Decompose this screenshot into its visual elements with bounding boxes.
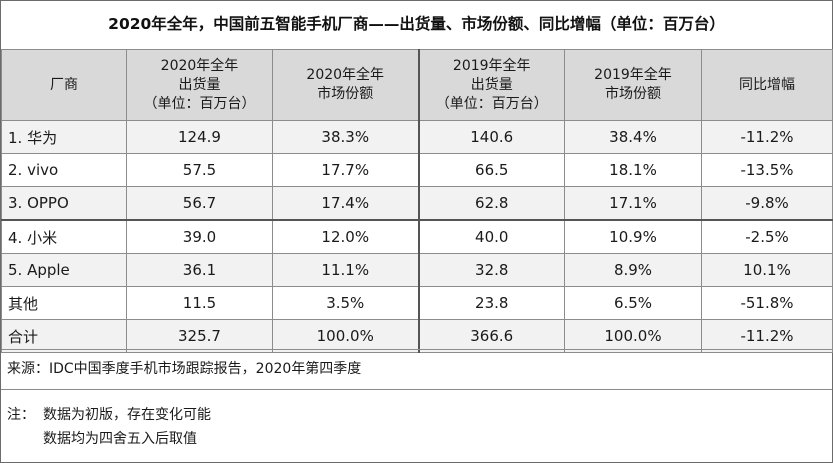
- header-share-2019: 2019年全年 市场份额: [564, 49, 702, 121]
- yoy-cell: -9.8%: [701, 186, 833, 221]
- yoy-cell: 10.1%: [701, 253, 833, 287]
- shipments-2019-cell: 66.5: [417, 153, 565, 187]
- table-row: 5. Apple 36.1 11.1% 32.8 8.9% 10.1%: [1, 253, 833, 287]
- table-row: 其他 11.5 3.5% 23.8 6.5% -51.8%: [1, 286, 833, 320]
- shipments-2020-cell: 124.9: [126, 120, 273, 154]
- header-line: 出货量: [178, 76, 221, 93]
- share-2020-cell: 38.3%: [272, 120, 419, 154]
- shipments-2019-cell: 23.8: [417, 286, 565, 320]
- header-line: 市场份额: [317, 86, 374, 102]
- notes-section: 注： 数据为初版，存在变化可能 数据均为四舍五入后取值: [1, 389, 832, 462]
- note-line: 注： 数据为初版，存在变化可能: [7, 404, 211, 424]
- shipments-2019-cell: 140.6: [417, 120, 565, 154]
- share-2019-cell: 38.4%: [564, 120, 702, 154]
- shipments-2020-cell: 36.1: [126, 253, 273, 287]
- share-2020-cell: 12.0%: [272, 219, 419, 254]
- header-yoy: 同比增幅: [701, 49, 833, 121]
- shipments-2019-cell: 40.0: [417, 219, 565, 254]
- share-2019-cell: 10.9%: [564, 219, 702, 254]
- vendor-cell: 5. Apple: [1, 253, 127, 287]
- vendor-cell: 2. vivo: [1, 153, 127, 187]
- source-note: 来源：IDC中国季度手机市场跟踪报告，2020年第四季度: [1, 349, 832, 389]
- header-line: 2020年全年: [160, 57, 239, 74]
- note-text: 数据为初版，存在变化可能: [43, 407, 211, 423]
- header-share-2020: 2020年全年 市场份额: [272, 49, 419, 121]
- share-2019-cell: 100.0%: [564, 319, 702, 353]
- header-line: 出货量: [470, 76, 513, 93]
- header-line: 市场份额: [605, 86, 661, 102]
- share-2019-cell: 6.5%: [564, 286, 702, 320]
- shipments-2019-cell: 62.8: [417, 186, 565, 221]
- vendor-cell: 合计: [1, 319, 127, 353]
- table-title: 2020年全年，中国前五智能手机厂商——出货量、市场份额、同比增幅（单位：百万台…: [108, 15, 725, 33]
- header-shipments-2019: 2019年全年 出货量 （单位：百万台）: [417, 49, 565, 121]
- yoy-cell: -13.5%: [701, 153, 833, 187]
- header-line: （单位：百万台）: [143, 95, 256, 112]
- shipments-2019-cell: 366.6: [417, 319, 565, 353]
- shipments-2020-cell: 56.7: [126, 186, 273, 221]
- header-line: 2019年全年: [452, 57, 531, 74]
- header-row: 厂商 2020年全年 出货量 （单位：百万台） 2020年全年 市场份额 201…: [1, 49, 833, 121]
- total-row: 合计 325.7 100.0% 366.6 100.0% -11.2%: [1, 319, 833, 353]
- table-row: 2. vivo 57.5 17.7% 66.5 18.1% -13.5%: [1, 153, 833, 187]
- vendor-cell: 4. 小米: [1, 219, 127, 254]
- shipments-2020-cell: 325.7: [126, 319, 273, 353]
- header-line: （单位：百万台）: [435, 95, 548, 112]
- share-2020-cell: 3.5%: [272, 286, 419, 320]
- share-2020-cell: 17.4%: [272, 186, 419, 221]
- note-prefix: 注：: [7, 407, 35, 423]
- share-2020-cell: 17.7%: [272, 153, 419, 187]
- shipments-2020-cell: 57.5: [126, 153, 273, 187]
- header-line: 同比增幅: [739, 76, 795, 93]
- header-vendor: 厂商: [1, 49, 127, 121]
- note-line: 数据均为四舍五入后取值: [43, 431, 197, 447]
- table-row: 1. 华为 124.9 38.3% 140.6 38.4% -11.2%: [1, 120, 833, 154]
- header-line: 厂商: [50, 76, 78, 93]
- yoy-cell: -11.2%: [701, 120, 833, 154]
- share-2019-cell: 8.9%: [564, 253, 702, 287]
- share-2020-cell: 100.0%: [272, 319, 419, 353]
- vendor-cell: 1. 华为: [1, 120, 127, 154]
- shipments-2019-cell: 32.8: [417, 253, 565, 287]
- share-2019-cell: 18.1%: [564, 153, 702, 187]
- table-row: 3. OPPO 56.7 17.4% 62.8 17.1% -9.8%: [1, 186, 833, 221]
- header-shipments-2020: 2020年全年 出货量 （单位：百万台）: [126, 49, 273, 121]
- share-2019-cell: 17.1%: [564, 186, 702, 221]
- vendor-cell: 其他: [1, 286, 127, 320]
- yoy-cell: -11.2%: [701, 319, 833, 353]
- header-line: 2019年全年: [594, 67, 672, 83]
- shipment-table: 厂商 2020年全年 出货量 （单位：百万台） 2020年全年 市场份额 201…: [1, 49, 833, 353]
- yoy-cell: -2.5%: [701, 219, 833, 254]
- vendor-cell: 3. OPPO: [1, 186, 127, 221]
- yoy-cell: -51.8%: [701, 286, 833, 320]
- table-row: 4. 小米 39.0 12.0% 40.0 10.9% -2.5%: [1, 219, 833, 254]
- share-2020-cell: 11.1%: [272, 253, 419, 287]
- shipments-2020-cell: 11.5: [126, 286, 273, 320]
- shipments-2020-cell: 39.0: [126, 219, 273, 254]
- header-line: 2020年全年: [306, 67, 385, 83]
